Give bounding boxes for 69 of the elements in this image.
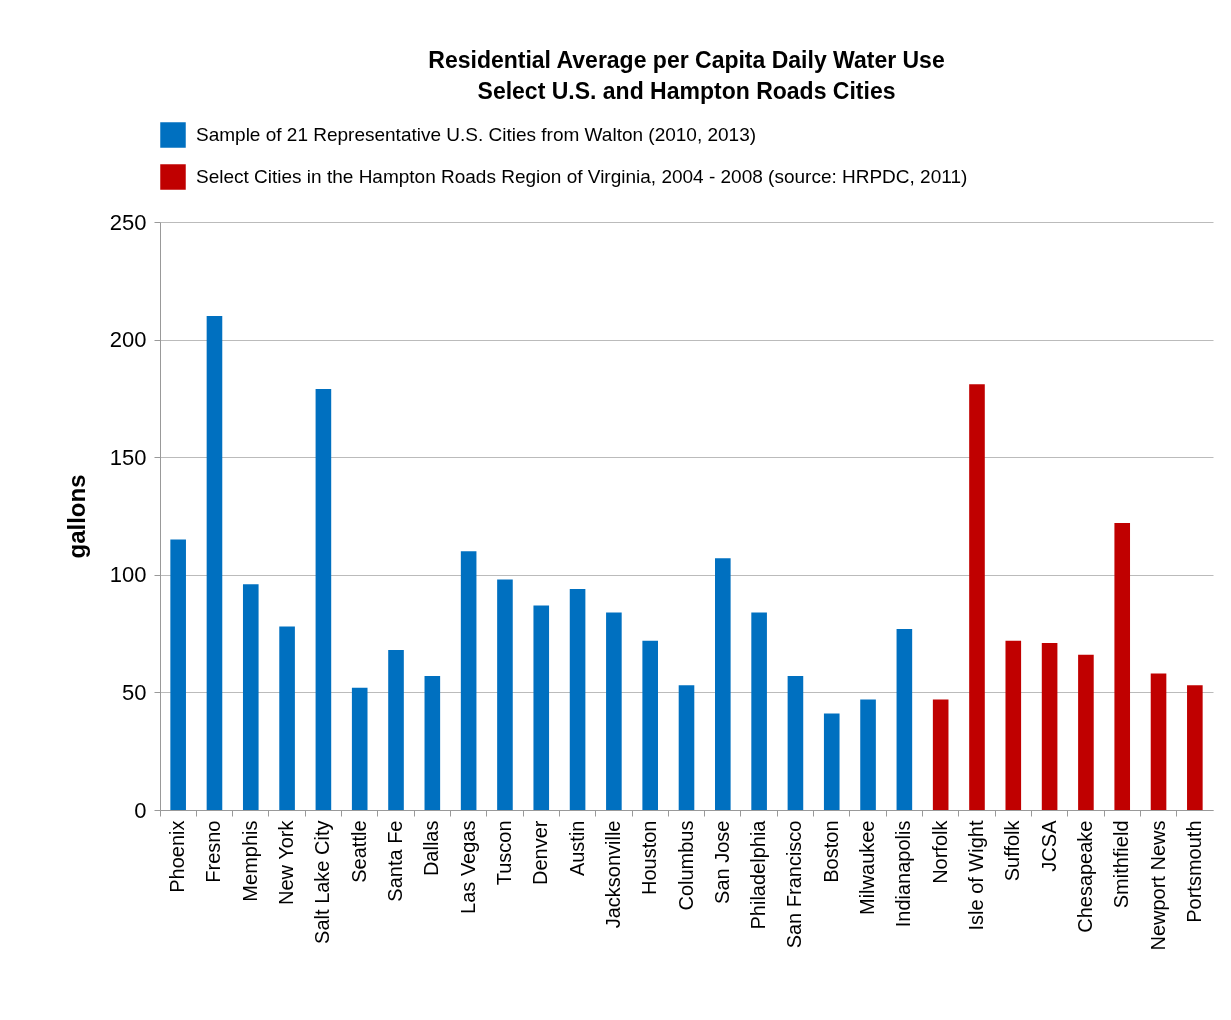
x-tick-label: Dallas — [420, 820, 443, 877]
x-tick-label: San Francisco — [783, 820, 806, 949]
x-tick-label: Philadelphia — [747, 819, 770, 930]
x-tick-label: Norfolk — [928, 819, 951, 884]
bar — [606, 612, 622, 810]
x-tick-label: San Jose — [710, 820, 733, 904]
x-tick-label: New York — [275, 819, 298, 905]
bar — [242, 584, 259, 810]
chart-title: Residential Average per Capita Daily Water Use — [428, 47, 945, 73]
x-tick-label: Indianapolis — [892, 820, 915, 928]
x-tick-label: Smithfield — [1110, 820, 1133, 909]
bar — [823, 713, 840, 810]
x-tick-label: Denver — [529, 820, 552, 885]
bar — [388, 650, 404, 810]
x-tick-label: Las Vegas — [456, 820, 479, 914]
x-tick-label: Seattle — [347, 820, 370, 883]
bar — [569, 588, 586, 810]
x-tick-label: Newport News — [1146, 820, 1169, 951]
x-tick-label: Jacksonville — [601, 820, 624, 929]
bar — [1114, 523, 1131, 810]
bar — [424, 675, 441, 810]
bar — [206, 316, 223, 810]
bar — [1005, 640, 1022, 810]
bar — [751, 612, 767, 810]
x-tick-label: Santa Fe — [384, 820, 407, 902]
x-tick-label: Salt Lake City — [311, 820, 334, 944]
bar — [932, 699, 949, 810]
bar — [642, 640, 658, 810]
bar — [497, 579, 513, 810]
bar — [860, 699, 876, 810]
y-tick-label: 250 — [109, 209, 147, 235]
x-tick-label: Portsmouth — [1182, 820, 1205, 923]
bar — [1041, 643, 1058, 810]
bar — [969, 384, 985, 810]
bar — [279, 626, 295, 810]
y-axis-title: gallons — [62, 474, 90, 559]
x-tick-label: Houston — [638, 820, 661, 895]
bar — [315, 388, 332, 810]
x-tick-label: Columbus — [674, 820, 697, 911]
bar — [678, 685, 695, 810]
bar — [533, 605, 550, 810]
bar — [351, 687, 368, 810]
x-tick-label: Milwaukee — [856, 820, 879, 915]
x-tick-label: Phoenix — [166, 820, 189, 893]
y-tick-label: 100 — [109, 562, 147, 588]
x-tick-label: Memphis — [238, 820, 261, 902]
bar — [1187, 685, 1203, 810]
x-tick-label: Suffolk — [1001, 819, 1024, 882]
x-tick-label: Chesapeake — [1073, 820, 1096, 933]
chart-subtitle: Select U.S. and Hampton Roads Cities — [477, 78, 896, 104]
bar — [715, 558, 731, 810]
bar — [1078, 654, 1094, 810]
x-tick-label: Austin — [565, 820, 588, 877]
legend-label: Select Cities in the Hampton Roads Region of Virginia, 2004 - 2008 (source: HRPDC, 2011) — [196, 166, 968, 187]
bar — [896, 628, 913, 810]
legend-label: Sample of 21 Representative U.S. Cities from Walton (2010, 2013) — [196, 124, 757, 145]
y-tick-label: 0 — [134, 797, 147, 823]
x-tick-label: Isle of Wight — [964, 820, 987, 931]
bar — [170, 539, 186, 810]
y-tick-label: 150 — [109, 444, 147, 470]
x-tick-label: Boston — [819, 820, 842, 883]
x-tick-label: Fresno — [202, 820, 225, 883]
y-tick-label: 50 — [122, 679, 147, 705]
x-tick-label: Tuscon — [492, 820, 515, 886]
bar — [787, 675, 804, 810]
x-tick-label: JCSA — [1037, 819, 1060, 872]
bar — [1150, 673, 1167, 810]
bar — [460, 551, 477, 810]
y-tick-label: 200 — [109, 327, 147, 353]
